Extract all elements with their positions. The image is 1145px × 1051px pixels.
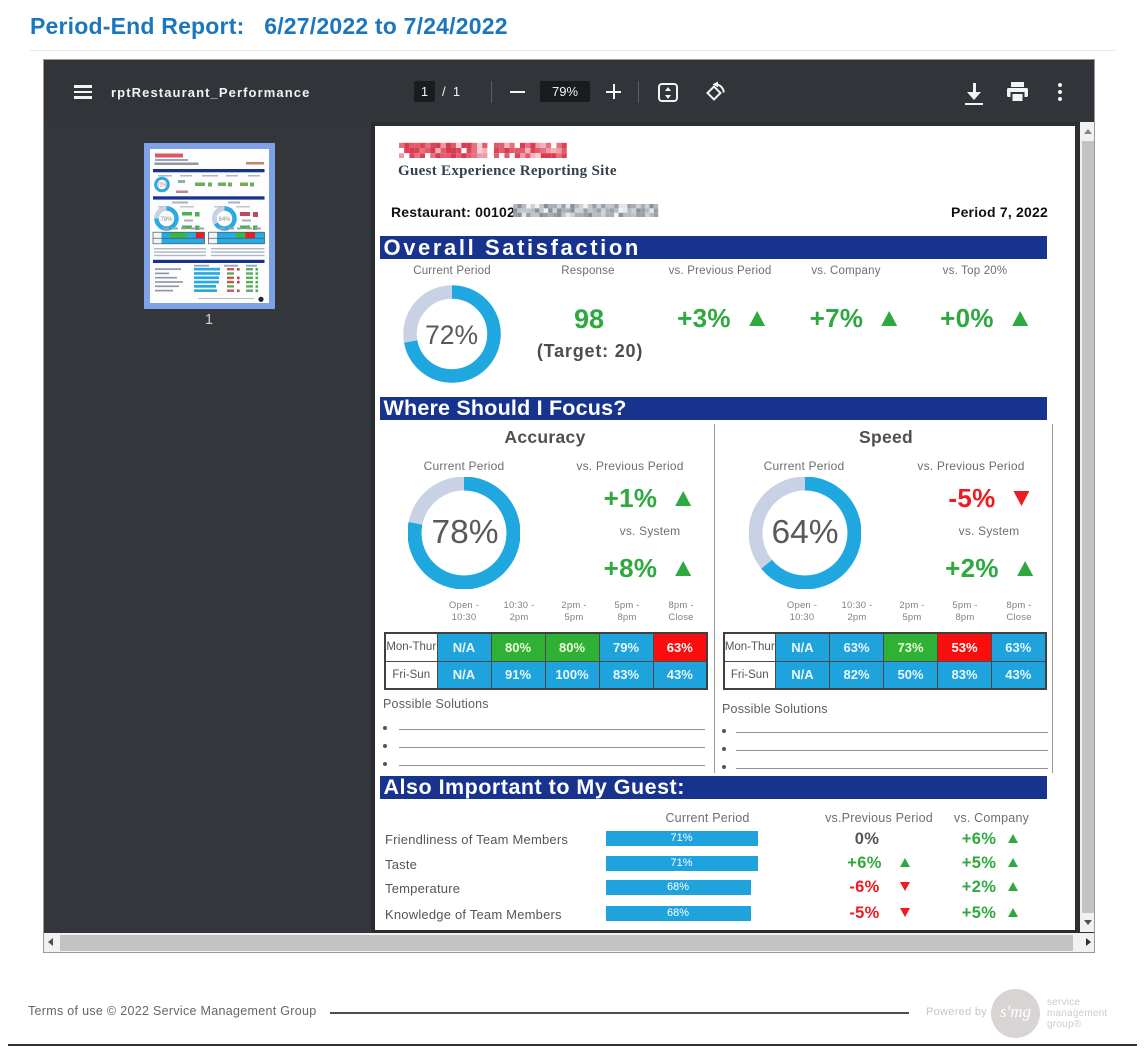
svg-text:78%: 78% — [160, 217, 173, 223]
svg-text:72%: 72% — [156, 182, 167, 188]
svg-text:84%: 84% — [218, 217, 231, 223]
